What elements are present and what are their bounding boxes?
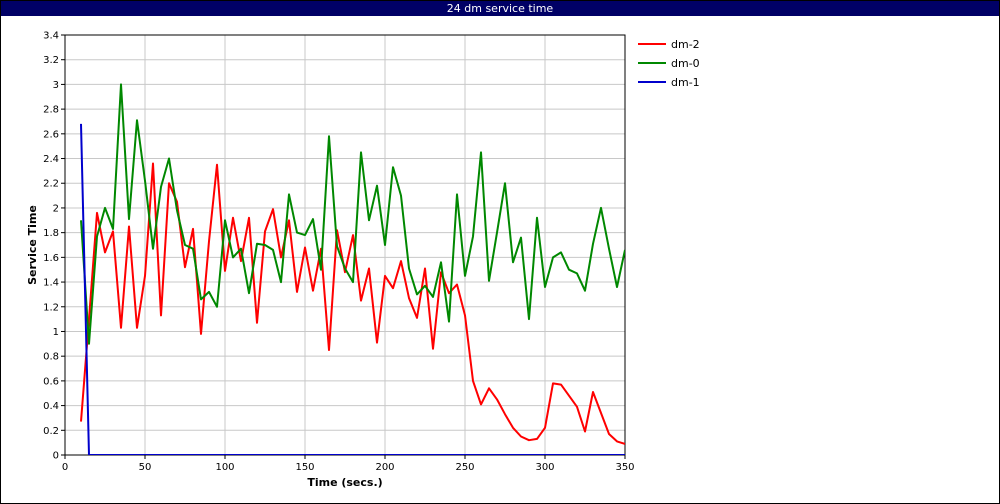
x-tick-label: 50 [139, 462, 152, 473]
y-axis: 0 0.2 0.4 0.6 0.8 1 1.2 1.4 1.6 1.8 2 2.2 2.4 2.6 2.8 3… [43, 31, 65, 462]
y-tick-label: 1 [53, 327, 59, 338]
y-tick-label: 1.8 [43, 228, 59, 239]
x-tick-label: 150 [295, 462, 314, 473]
y-tick-label: 0.2 [43, 426, 59, 437]
x-axis-label: Time (secs.) [307, 476, 382, 489]
y-tick-label: 0.8 [43, 352, 59, 363]
legend-label-dm-0: dm-0 [671, 57, 700, 70]
y-axis-label: Service Time [26, 205, 39, 285]
legend-label-dm-1: dm-1 [671, 76, 700, 89]
y-tick-label: 0.4 [43, 401, 59, 412]
y-tick-label: 3.4 [43, 31, 59, 42]
y-tick-label: 2 [53, 203, 59, 214]
x-axis: 0 50 100 150 200 250 300 350 [62, 455, 635, 473]
x-tick-label: 200 [375, 462, 394, 473]
y-tick-label: 0.6 [43, 376, 59, 387]
y-tick-label: 2.2 [43, 179, 59, 190]
series-line-dm-2 [80, 162, 625, 445]
legend-label-dm-2: dm-2 [671, 38, 700, 51]
x-tick-label: 0 [62, 462, 68, 473]
y-tick-label: 1.4 [43, 278, 59, 289]
y-tick-label: 2.8 [43, 105, 59, 116]
y-tick-label: 3.2 [43, 55, 59, 66]
y-tick-label: 2.4 [43, 154, 59, 165]
y-tick-label: 1.6 [43, 253, 59, 264]
window-title: 24 dm service time [1, 1, 999, 16]
legend: dm-2 dm-0 dm-1 [638, 38, 700, 89]
x-tick-label: 350 [615, 462, 634, 473]
series-lines [80, 83, 625, 455]
x-tick-label: 300 [535, 462, 554, 473]
y-tick-label: 2.6 [43, 129, 59, 140]
series-line-dm-0 [80, 83, 625, 345]
y-tick-label: 1.2 [43, 302, 59, 313]
series-line-dm-1 [80, 123, 625, 455]
y-tick-label: 0 [53, 451, 59, 462]
y-tick-label: 3 [53, 80, 59, 91]
x-tick-label: 250 [455, 462, 474, 473]
x-tick-label: 100 [215, 462, 234, 473]
